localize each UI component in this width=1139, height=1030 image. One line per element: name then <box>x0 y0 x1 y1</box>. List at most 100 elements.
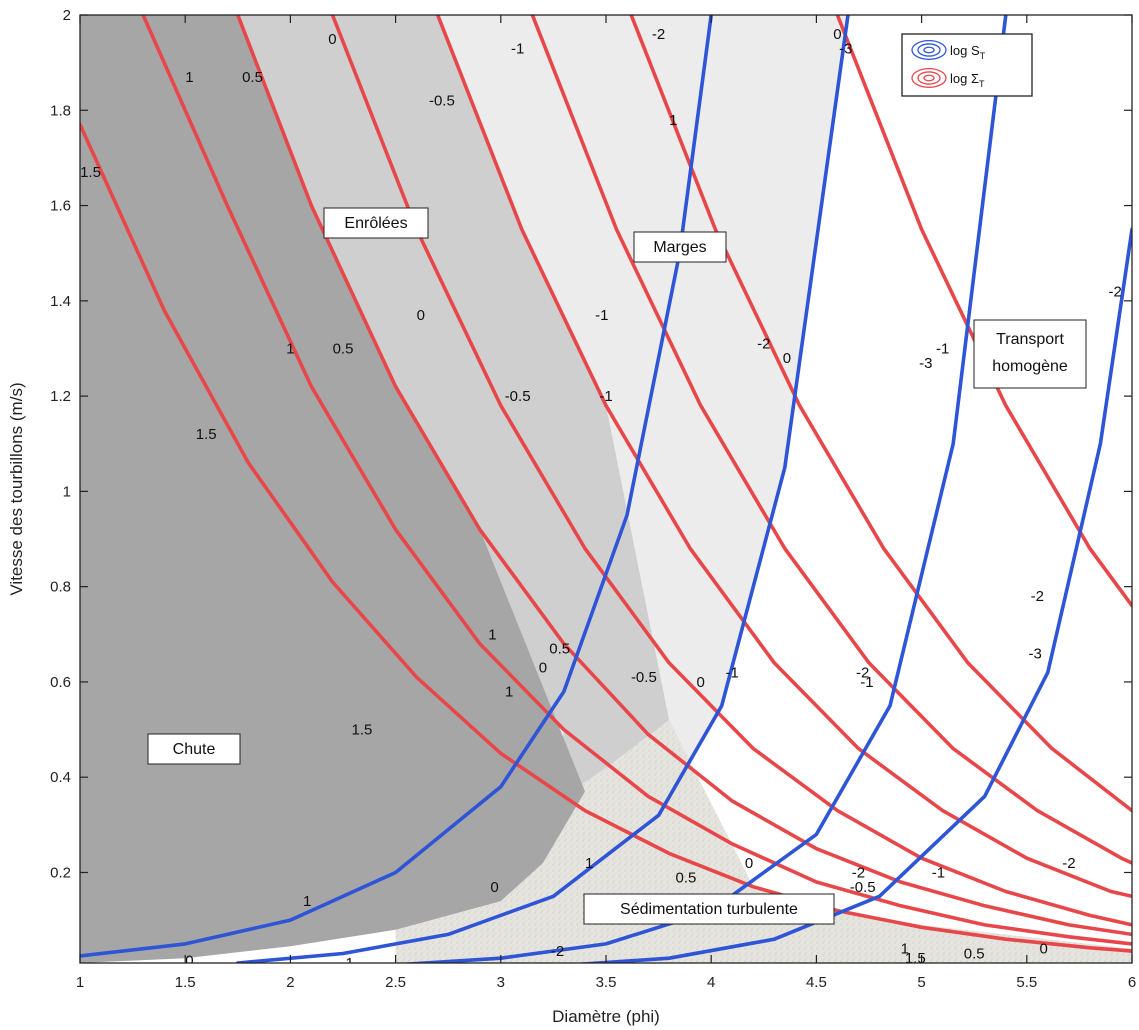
contour-label-6-3: -2 <box>1062 855 1075 872</box>
contour-label-text: 1 <box>505 683 513 700</box>
contour-label-7-1: -3 <box>919 355 932 372</box>
region-label-marges-text: Marges <box>653 239 706 256</box>
legend: log ST log ΣT <box>901 33 1033 97</box>
contour-label-text: 0 <box>417 307 425 324</box>
region-label-enrolees-text: Enrôlées <box>344 215 407 232</box>
contour-label-text: -1 <box>595 307 608 324</box>
contour-label-7-2: -3 <box>1029 645 1042 662</box>
region-chute <box>80 15 585 963</box>
contour-label-11-1: -2 <box>852 864 865 881</box>
contour-label-2-4: 0.5 <box>964 945 985 962</box>
contour-label-2-1: 0.5 <box>333 340 354 357</box>
x-axis-title: Diamètre (phi) <box>552 1007 660 1026</box>
contour-label-5-0: -1 <box>511 40 524 57</box>
contour-label-text: -1 <box>726 664 739 681</box>
contour-label-text: 1 <box>286 340 294 357</box>
y-tick-label: 0.4 <box>50 769 71 786</box>
contour-label-10-0: -1 <box>341 955 354 963</box>
contour-label-text: 0.5 <box>549 641 570 658</box>
contour-label-0-2: 1.5 <box>352 722 373 739</box>
y-tick-label: 0.2 <box>50 864 71 881</box>
region-label-chute-text: Chute <box>173 741 216 758</box>
y-tick-label: 1.4 <box>50 293 71 310</box>
contour-label-8-0: 1 <box>303 893 311 910</box>
contour-label-text: 0 <box>1039 941 1047 958</box>
contour-label-0-0: 1.5 <box>80 164 101 181</box>
contour-label-8-2: 1 <box>669 112 677 129</box>
x-tick-label: 3 <box>497 974 505 991</box>
legend-box <box>901 33 1033 97</box>
y-axis-title: Vitesse des tourbillons (m/s) <box>7 382 26 595</box>
contour-label-5-1: -1 <box>595 307 608 324</box>
contour-label-10-1: -1 <box>599 388 612 405</box>
contour-label-text: 0 <box>783 350 791 367</box>
contour-label-11-0: -2 <box>551 943 564 960</box>
x-tick-label: 4 <box>707 974 715 991</box>
region-label-transport-line1: Transport <box>996 331 1064 348</box>
contour-label-text: -2 <box>852 864 865 881</box>
contour-label-1-2: 1 <box>488 626 496 643</box>
plot-area: 1.51.51.51.5111110.50.50.50.50.500000-0.… <box>80 15 1132 970</box>
contour-label-text: -0.5 <box>429 93 455 110</box>
contour-label-1-4: 1 <box>901 941 909 958</box>
x-tick-label: 5.5 <box>1016 974 1037 991</box>
y-axis: 0.2 0.4 0.6 0.8 1 1.2 1.4 1.6 1.8 2 <box>50 7 1132 881</box>
contour-label-3-4: 0 <box>1039 941 1047 958</box>
contour-label-text: -2 <box>1062 855 1075 872</box>
series-line-blue-8 <box>80 15 713 958</box>
contour-label-text: -1 <box>932 864 945 881</box>
series-line-red-7 <box>835 15 1132 608</box>
series-line-blue-9 <box>236 15 850 963</box>
region-label-enrolees: Enrôlées <box>323 207 429 239</box>
contour-label-1-0: 1 <box>185 69 193 86</box>
y-tick-label: 0.8 <box>50 579 71 596</box>
x-tick-label: 5 <box>917 974 925 991</box>
x-tick-label: 6 <box>1128 974 1136 991</box>
contour-label-11-2: -2 <box>1031 588 1044 605</box>
region-label-marges: Marges <box>633 231 727 263</box>
contour-label-text: 1 <box>185 69 193 86</box>
contour-label-text: -2 <box>856 664 869 681</box>
contour-label-9-4: 0 <box>833 26 841 43</box>
series-line-blue-10 <box>397 15 1008 963</box>
series-line-red-3 <box>330 15 1132 927</box>
legend-entry-1: log ΣT <box>911 68 985 89</box>
contour-label-6-1: -2 <box>757 336 770 353</box>
legend-swatch-ring <box>923 74 935 82</box>
series-layer <box>80 15 1132 963</box>
contour-label-3-2: 0 <box>539 660 547 677</box>
series-line-blue-11 <box>572 227 1132 963</box>
contour-label-10-3: -1 <box>936 340 949 357</box>
contour-label-text: 1.5 <box>80 164 101 181</box>
contour-label-text: 0 <box>185 953 193 970</box>
contour-label-0-1: 1.5 <box>196 426 217 443</box>
contour-label-text: 0.5 <box>242 69 263 86</box>
contour-label-text: -2 <box>1031 588 1044 605</box>
legend-swatch-ring <box>917 43 941 57</box>
legend-swatch-ring <box>917 71 941 85</box>
contour-label-9-1: 0 <box>490 879 498 896</box>
contour-label-text: 0.5 <box>964 945 985 962</box>
legend-swatch-ring <box>911 40 947 61</box>
contour-label-3-1: 0 <box>417 307 425 324</box>
y-tick-label: 1.8 <box>50 102 71 119</box>
contour-label-text: -0.5 <box>505 388 531 405</box>
contour-label-2-2: 0.5 <box>549 641 570 658</box>
series-line-red-2 <box>236 15 1132 937</box>
series-line-red-6 <box>629 15 1132 813</box>
contour-label-text: -1 <box>599 388 612 405</box>
legend-swatch-ring <box>911 68 947 89</box>
contour-label-4-1: -0.5 <box>505 388 531 405</box>
contour-label-text: 1 <box>303 893 311 910</box>
x-axis: 1 1.5 2 2.5 3 3.5 4 4.5 5 5.5 6 <box>76 15 1136 991</box>
y-tick-label: 2 <box>63 7 71 24</box>
contour-label-text: 0 <box>745 855 753 872</box>
contour-label-1-1: 1 <box>286 340 294 357</box>
contour-label-text: 1 <box>669 112 677 129</box>
contour-label-text: 0.5 <box>333 340 354 357</box>
contour-label-5-2: -1 <box>726 664 739 681</box>
contour-label-text: 1 <box>488 626 496 643</box>
y-tick-label: 1.6 <box>50 198 71 215</box>
series-line-red-0 <box>80 122 1132 953</box>
